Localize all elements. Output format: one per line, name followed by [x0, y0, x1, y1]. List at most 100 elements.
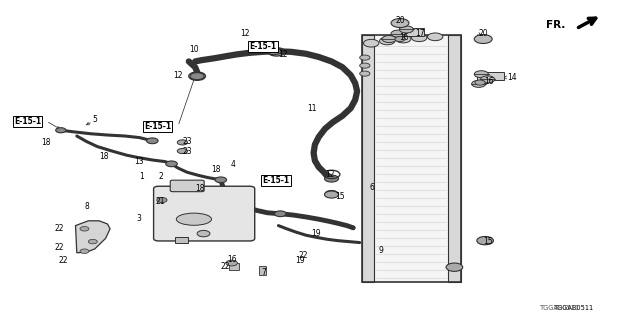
Circle shape [324, 191, 339, 198]
Text: 10: 10 [189, 45, 198, 54]
Text: 19: 19 [312, 229, 321, 238]
Circle shape [396, 35, 411, 43]
Circle shape [481, 76, 495, 83]
Text: 12: 12 [240, 29, 250, 38]
Text: 7: 7 [261, 268, 266, 277]
Circle shape [391, 19, 409, 28]
Circle shape [88, 239, 97, 244]
FancyBboxPatch shape [477, 72, 504, 80]
Circle shape [412, 34, 427, 42]
Text: 9: 9 [379, 246, 384, 255]
Text: 3: 3 [136, 214, 141, 223]
Ellipse shape [177, 213, 211, 225]
Text: 15: 15 [335, 192, 344, 201]
Bar [374, 35, 448, 282]
Text: E-15-1: E-15-1 [262, 176, 289, 185]
Circle shape [325, 190, 338, 197]
Text: 15: 15 [483, 237, 493, 246]
Circle shape [267, 48, 281, 55]
FancyBboxPatch shape [170, 180, 204, 192]
Circle shape [474, 71, 488, 78]
Circle shape [80, 227, 89, 231]
Circle shape [399, 26, 413, 33]
Bar [259, 266, 266, 275]
Circle shape [395, 36, 405, 42]
Text: 22: 22 [221, 262, 230, 271]
Text: 22: 22 [298, 252, 308, 260]
Circle shape [474, 35, 492, 44]
Circle shape [380, 37, 395, 45]
Bar [362, 35, 461, 282]
Bar [362, 35, 374, 282]
Text: FR.: FR. [546, 20, 565, 30]
Circle shape [391, 30, 405, 37]
Text: 21: 21 [156, 197, 165, 206]
Circle shape [275, 211, 286, 217]
Circle shape [360, 63, 370, 68]
Text: E-15-1: E-15-1 [250, 42, 276, 51]
Circle shape [177, 140, 188, 145]
Circle shape [477, 236, 493, 245]
Text: 2: 2 [159, 172, 163, 181]
Text: 18: 18 [211, 165, 221, 174]
Circle shape [360, 71, 370, 76]
Circle shape [477, 237, 493, 244]
Circle shape [147, 138, 158, 144]
Circle shape [177, 148, 188, 154]
Text: 23: 23 [182, 147, 192, 156]
Circle shape [197, 230, 210, 237]
Circle shape [56, 128, 66, 133]
Text: 23: 23 [182, 137, 192, 146]
Circle shape [475, 80, 485, 85]
Text: 8: 8 [84, 202, 89, 211]
Text: 1: 1 [139, 172, 143, 181]
Text: 19: 19 [296, 256, 305, 265]
Text: E-15-1: E-15-1 [144, 122, 171, 131]
Text: 22: 22 [54, 224, 64, 233]
Text: 20: 20 [479, 29, 488, 38]
Circle shape [446, 263, 463, 271]
Circle shape [360, 55, 370, 60]
Text: 16: 16 [399, 33, 409, 42]
Text: 13: 13 [134, 157, 144, 166]
Text: 5: 5 [93, 116, 98, 124]
Text: 11: 11 [307, 104, 317, 113]
Text: 16: 16 [484, 77, 493, 86]
Text: 12: 12 [173, 71, 182, 80]
Text: E-15-1: E-15-1 [262, 176, 289, 185]
Circle shape [324, 175, 339, 182]
Text: E-15-1: E-15-1 [14, 117, 41, 126]
Text: 16: 16 [227, 255, 237, 264]
Circle shape [80, 249, 89, 253]
Text: 4: 4 [230, 160, 236, 169]
Circle shape [215, 177, 227, 183]
Bar [448, 35, 461, 282]
Text: 12: 12 [278, 50, 288, 59]
Circle shape [472, 80, 486, 87]
Circle shape [364, 39, 379, 47]
Circle shape [166, 161, 177, 167]
Circle shape [190, 73, 204, 80]
Text: 18: 18 [99, 152, 109, 161]
Text: E-15-1: E-15-1 [144, 122, 171, 131]
Text: TGGAB0511: TGGAB0511 [540, 305, 580, 311]
Bar [229, 263, 239, 270]
Text: 12: 12 [325, 170, 335, 179]
Text: E-15-1: E-15-1 [250, 42, 276, 51]
Text: 22: 22 [54, 243, 64, 252]
Polygon shape [76, 221, 110, 253]
Circle shape [157, 197, 167, 203]
Bar [175, 237, 188, 243]
FancyBboxPatch shape [399, 28, 424, 36]
Text: 14: 14 [508, 73, 517, 82]
Circle shape [428, 33, 443, 41]
Circle shape [226, 260, 237, 266]
FancyBboxPatch shape [154, 186, 255, 241]
Text: 18: 18 [42, 138, 51, 147]
Text: E-15-1: E-15-1 [14, 117, 41, 126]
Text: 22: 22 [59, 256, 68, 265]
Text: 6: 6 [370, 183, 375, 192]
Text: 17: 17 [415, 29, 424, 38]
Text: TGGAB0511: TGGAB0511 [554, 305, 594, 311]
Text: 18: 18 [195, 184, 205, 193]
